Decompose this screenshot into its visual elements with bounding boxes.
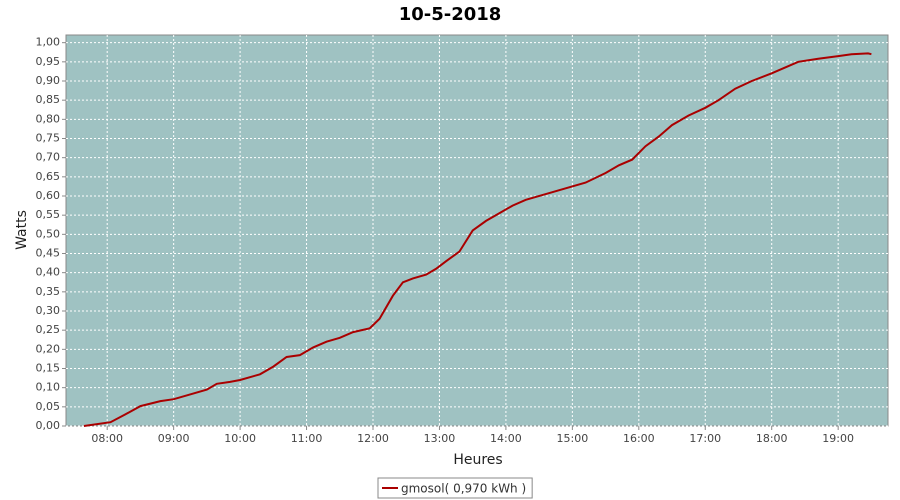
plot-area <box>65 34 889 427</box>
y-tick-label: 0,35 <box>36 285 61 298</box>
x-tick-label: 08:00 <box>91 432 123 445</box>
x-tick-label: 15:00 <box>557 432 589 445</box>
x-tick-label: 13:00 <box>424 432 456 445</box>
x-axis-label: Heures <box>453 452 502 468</box>
y-tick-label: 0,10 <box>36 381 61 394</box>
y-tick-label: 0,90 <box>36 74 61 87</box>
x-tick-label: 16:00 <box>623 432 655 445</box>
x-tick-label: 14:00 <box>490 432 522 445</box>
legend-label: gmosol( 0,970 kWh ) <box>401 482 526 496</box>
y-tick-label: 0,15 <box>36 362 61 375</box>
x-tick-label: 17:00 <box>689 432 721 445</box>
y-tick-label: 0,80 <box>36 112 61 125</box>
y-tick-label: 1,00 <box>36 36 61 49</box>
chart-title: 10-5-2018 <box>399 4 502 25</box>
x-tick-label: 10:00 <box>224 432 256 445</box>
y-tick-label: 0,05 <box>36 400 61 413</box>
y-tick-label: 0,25 <box>36 323 61 336</box>
y-tick-label: 0,60 <box>36 189 61 202</box>
legend-box <box>377 477 533 499</box>
y-tick-label: 0,75 <box>36 132 61 145</box>
x-tick-label: 11:00 <box>291 432 323 445</box>
y-tick-label: 0,65 <box>36 170 61 183</box>
y-tick-label: 0,40 <box>36 266 61 279</box>
y-tick-label: 0,85 <box>36 93 61 106</box>
x-tick-label: 09:00 <box>158 432 190 445</box>
x-tick-label: 18:00 <box>756 432 788 445</box>
y-tick-label: 0,20 <box>36 342 61 355</box>
line <box>83 52 872 427</box>
y-axis-label: Watts <box>14 210 30 250</box>
y-tick-label: 0,55 <box>36 208 61 221</box>
y-tick-label: 0,45 <box>36 247 61 260</box>
y-tick-label: 0,30 <box>36 304 61 317</box>
y-tick-label: 0,00 <box>36 419 61 432</box>
y-tick-label: 0,70 <box>36 151 61 164</box>
y-tick-label: 0,50 <box>36 227 61 240</box>
x-tick-label: 12:00 <box>357 432 389 445</box>
x-tick-label: 19:00 <box>822 432 854 445</box>
y-tick-label: 0,95 <box>36 55 61 68</box>
